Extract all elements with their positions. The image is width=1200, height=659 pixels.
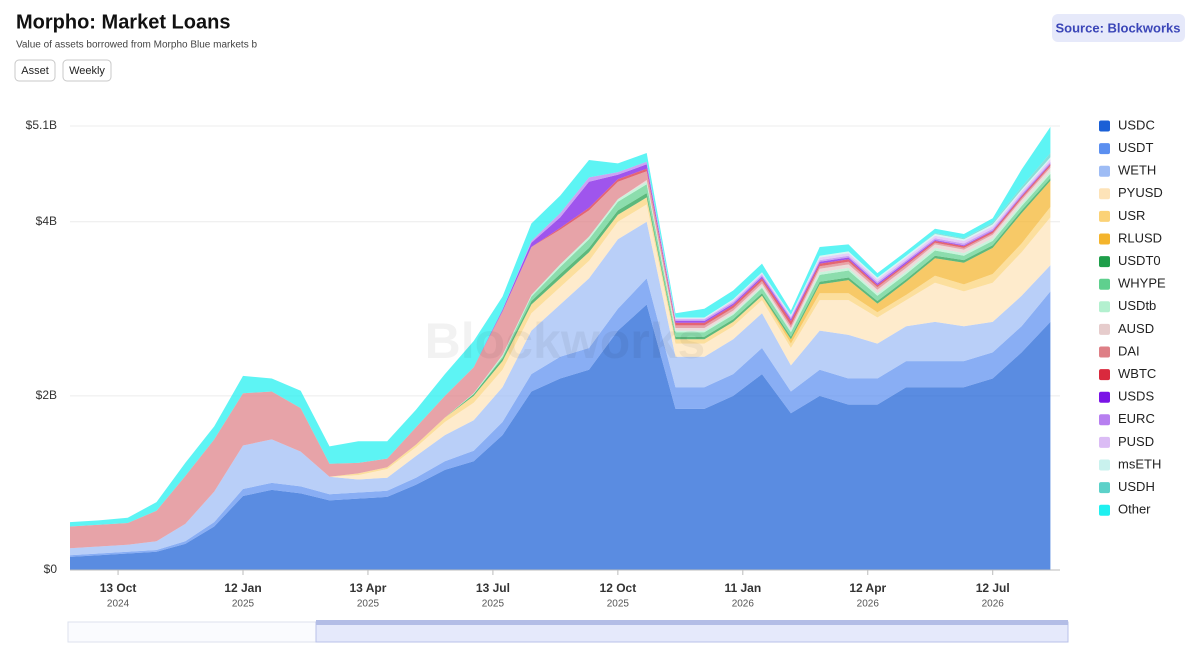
y-tick-label: $2B: [36, 388, 57, 402]
x-tick-sublabel: 2026: [982, 599, 1005, 610]
legend-swatch: [1099, 482, 1110, 494]
legend-label[interactable]: USDC: [1118, 117, 1155, 132]
x-tick-sublabel: 2025: [607, 599, 630, 610]
y-tick-label: $0: [44, 562, 58, 576]
control-label: Weekly: [69, 65, 105, 77]
x-tick-sublabel: 2024: [107, 599, 130, 610]
legend-label[interactable]: USDH: [1118, 479, 1155, 494]
legend-swatch: [1099, 346, 1110, 358]
control-label: Asset: [21, 65, 49, 77]
legend-swatch: [1099, 278, 1110, 290]
x-tick-label: 13 Jul: [476, 581, 510, 595]
control-button[interactable]: [62, 59, 112, 82]
legend-swatch: [1099, 459, 1110, 471]
source-badge[interactable]: [1052, 14, 1185, 42]
legend-label[interactable]: DAI: [1118, 343, 1140, 358]
legend-swatch: [1099, 369, 1110, 381]
legend-label[interactable]: WHYPE: [1118, 276, 1166, 291]
legend-swatch: [1099, 233, 1110, 245]
legend-swatch: [1099, 165, 1110, 177]
area: [70, 304, 1051, 570]
legend-label[interactable]: WBTC: [1118, 366, 1156, 381]
legend-swatch: [1099, 436, 1110, 448]
legend-swatch: [1099, 256, 1110, 268]
legend-label[interactable]: USR: [1118, 208, 1145, 223]
area: [70, 166, 1051, 549]
areas: [70, 126, 1051, 570]
chart-title: Morpho: Market Loans: [16, 11, 230, 33]
legend-label[interactable]: Other: [1118, 502, 1151, 517]
legend-label[interactable]: USDT: [1118, 140, 1153, 155]
x-tick-sublabel: 2026: [857, 599, 880, 610]
legend-swatch: [1099, 391, 1110, 403]
legend-label[interactable]: USDT0: [1118, 253, 1161, 268]
source-label: Source: Blockworks: [1056, 20, 1181, 35]
legend-swatch: [1099, 504, 1110, 516]
area: [70, 221, 1051, 556]
legend-swatch: [1099, 210, 1110, 222]
legend-swatch: [1099, 414, 1110, 426]
legend-label[interactable]: USDS: [1118, 389, 1154, 404]
legend-label[interactable]: USDtb: [1118, 298, 1156, 313]
x-tick-sublabel: 2025: [232, 599, 255, 610]
x-tick-label: 11 Jan: [724, 581, 761, 595]
x-tick-sublabel: 2025: [357, 599, 380, 610]
legend-swatch: [1099, 143, 1110, 155]
legend-swatch: [1099, 120, 1110, 132]
control-button[interactable]: [14, 59, 56, 82]
x-tick-label: 13 Oct: [100, 581, 137, 595]
legend-label[interactable]: WETH: [1118, 163, 1156, 178]
legend-swatch: [1099, 188, 1110, 200]
x-tick-sublabel: 2025: [482, 599, 505, 610]
legend-label[interactable]: AUSD: [1118, 321, 1154, 336]
legend-label[interactable]: PYUSD: [1118, 185, 1163, 200]
x-tick-label: 12 Jul: [976, 581, 1010, 595]
legend-label[interactable]: EURC: [1118, 411, 1155, 426]
x-tick-label: 12 Oct: [600, 581, 637, 595]
watermark: Blockworks: [425, 313, 706, 369]
legend-label[interactable]: msETH: [1118, 456, 1161, 471]
chart-subtitle: Value of assets borrowed from Morpho Blu…: [16, 40, 257, 51]
x-tick-label: 13 Apr: [350, 581, 387, 595]
legend-swatch: [1099, 301, 1110, 313]
legend-swatch: [1099, 323, 1110, 335]
legend-label[interactable]: PUSD: [1118, 434, 1154, 449]
y-tick-label: $5.1B: [26, 118, 57, 132]
navigator-scrollbar[interactable]: [316, 620, 1068, 625]
area: [70, 126, 1051, 527]
y-tick-label: $4B: [36, 214, 57, 228]
x-tick-label: 12 Apr: [849, 581, 886, 595]
x-tick-sublabel: 2026: [732, 599, 755, 610]
x-tick-label: 12 Jan: [224, 581, 261, 595]
legend-label[interactable]: RLUSD: [1118, 230, 1162, 245]
